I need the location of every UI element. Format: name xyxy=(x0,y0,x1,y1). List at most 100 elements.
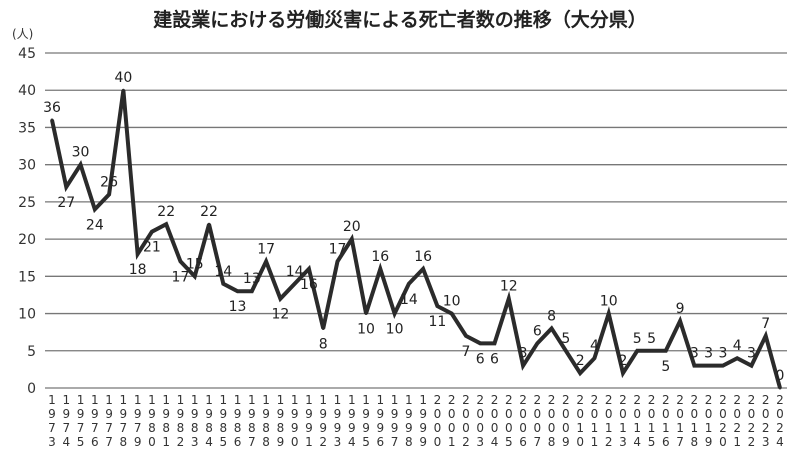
data-label: 11 xyxy=(428,314,446,330)
data-label: 3 xyxy=(704,346,713,362)
data-label: 7 xyxy=(761,316,770,332)
data-point xyxy=(378,267,382,271)
data-point xyxy=(550,326,554,330)
data-point xyxy=(450,312,454,316)
y-tick-label: 20 xyxy=(18,232,36,248)
data-point xyxy=(478,341,482,345)
data-label: 6 xyxy=(490,351,499,367)
data-point xyxy=(178,259,182,263)
data-label: 4 xyxy=(590,338,599,354)
data-label: 17 xyxy=(172,269,190,285)
data-point xyxy=(350,237,354,241)
data-point xyxy=(749,364,753,368)
chart-title: 建設業における労働災害による死亡者数の推移（大分県） xyxy=(153,8,646,31)
data-point xyxy=(364,312,368,316)
y-tick-label: 10 xyxy=(18,307,36,323)
data-label: 14 xyxy=(400,292,418,308)
data-label: 5 xyxy=(561,331,570,347)
data-label: 2 xyxy=(576,353,585,369)
data-label: 27 xyxy=(57,195,75,211)
data-label: 6 xyxy=(533,323,542,339)
data-point xyxy=(250,289,254,293)
y-tick-label: 0 xyxy=(27,381,36,397)
data-point xyxy=(521,364,525,368)
data-label: 3 xyxy=(690,346,699,362)
data-label: 22 xyxy=(157,204,175,220)
data-point xyxy=(778,386,782,390)
data-point xyxy=(435,304,439,308)
data-point xyxy=(493,341,497,345)
data-point xyxy=(635,349,639,353)
data-label: 12 xyxy=(271,307,289,323)
data-label: 16 xyxy=(300,277,318,293)
data-point xyxy=(464,334,468,338)
data-label: 6 xyxy=(476,351,485,367)
data-label: 8 xyxy=(547,308,556,324)
data-label: 24 xyxy=(86,217,104,233)
data-point xyxy=(707,364,711,368)
data-point xyxy=(307,267,311,271)
data-point xyxy=(121,88,125,92)
data-point xyxy=(621,371,625,375)
data-label: 2 xyxy=(619,353,628,369)
data-label: 40 xyxy=(114,70,132,86)
data-point xyxy=(79,163,83,167)
data-label: 5 xyxy=(661,359,670,375)
data-point xyxy=(164,222,168,226)
data-point xyxy=(193,274,197,278)
data-label: 13 xyxy=(243,271,261,287)
data-point xyxy=(764,334,768,338)
data-label: 7 xyxy=(461,344,470,360)
y-tick-label: 25 xyxy=(18,195,36,211)
data-point xyxy=(664,349,668,353)
data-label: 9 xyxy=(676,301,685,317)
data-label: 14 xyxy=(214,264,232,280)
data-label: 36 xyxy=(43,100,61,116)
data-point xyxy=(150,230,154,234)
data-label: 26 xyxy=(100,174,118,190)
data-label: 30 xyxy=(72,145,90,161)
data-label: 8 xyxy=(319,336,328,352)
data-point xyxy=(721,364,725,368)
data-label: 17 xyxy=(257,241,275,257)
data-point xyxy=(564,349,568,353)
data-point xyxy=(207,222,211,226)
data-label: 4 xyxy=(733,338,742,354)
data-label: 17 xyxy=(329,241,347,257)
